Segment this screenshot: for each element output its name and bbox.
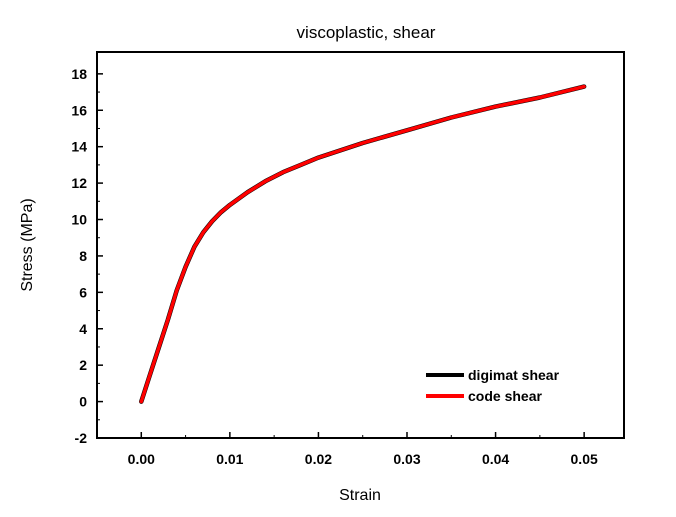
chart-title: viscoplastic, shear: [297, 23, 436, 42]
y-tick-label: 2: [79, 357, 87, 373]
y-tick-label: -2: [75, 430, 88, 446]
x-tick-label: 0.01: [216, 451, 243, 467]
plot-frame: [96, 51, 625, 439]
series-layer: [139, 84, 587, 404]
x-tick-label: 0.03: [393, 451, 420, 467]
x-tick-label: 0.02: [305, 451, 332, 467]
y-tick-label: 4: [79, 321, 87, 337]
y-tick-label: 14: [71, 139, 87, 155]
y-tick-label: 12: [71, 175, 87, 191]
series-line-digimat-shear: [139, 84, 587, 404]
x-tick-label: 0.00: [128, 451, 155, 467]
y-axis-ticks: -2 0 2 4 6 8 10 12 14 16 18: [71, 66, 103, 446]
y-tick-label: 8: [79, 248, 87, 264]
y-tick-label: 18: [71, 66, 87, 82]
x-tick-label: 0.04: [482, 451, 509, 467]
y-tick-label: 0: [79, 394, 87, 410]
legend-label-digimat-shear: digimat shear: [468, 367, 560, 383]
legend-label-code-shear: code shear: [468, 388, 542, 404]
x-tick-label: 0.05: [571, 451, 598, 467]
legend: digimat shear code shear: [426, 367, 560, 404]
y-axis-label: Stress (MPa): [19, 198, 36, 291]
y-tick-label: 6: [79, 284, 87, 300]
x-axis-label: Strain: [339, 487, 381, 504]
series-line-code-shear: [139, 84, 586, 404]
y-tick-label: 16: [71, 102, 87, 118]
x-axis-ticks: 0.00 0.01 0.02 0.03 0.04 0.05: [128, 432, 598, 467]
y-tick-label: 10: [71, 212, 87, 228]
